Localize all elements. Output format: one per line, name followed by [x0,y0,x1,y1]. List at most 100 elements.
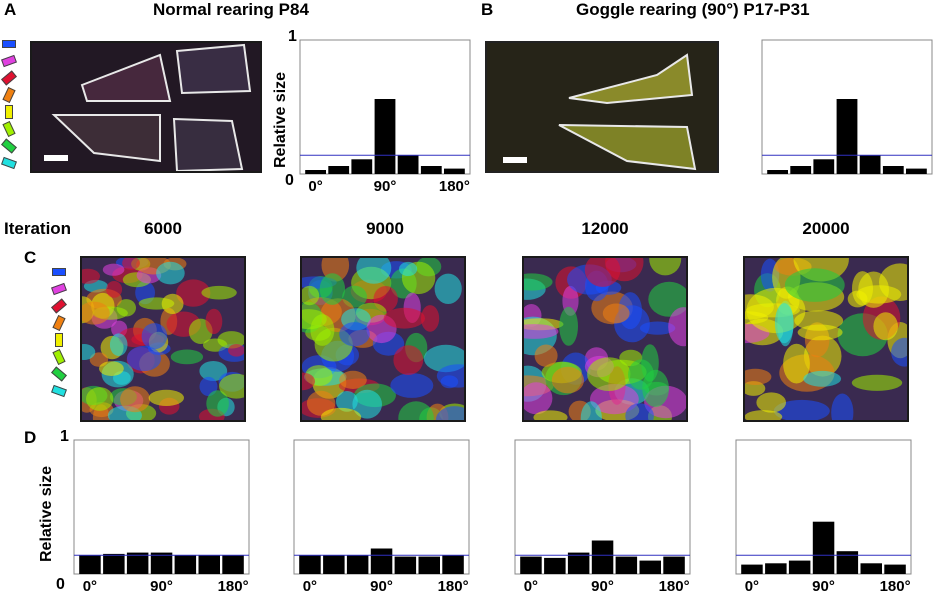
x-tick-label: 0° [745,578,759,595]
y-tick-bottom-a: 0 [285,172,294,189]
title-normal-rearing: Normal rearing P84 [153,0,309,19]
iteration-value-9000: 9000 [366,219,404,238]
bar-3 [836,99,858,174]
orientation-swatch-3 [52,314,66,332]
goggle-map-outlines [487,43,717,171]
orientation-map-goggle [485,41,719,173]
scale-bar [503,157,527,163]
iteration-value-6000: 6000 [144,219,182,238]
x-tick-label: 0° [308,178,322,195]
bar-6 [663,556,685,574]
bar-5 [639,560,661,574]
bar-5 [418,556,440,574]
bar-3 [150,552,173,574]
bar-2 [567,552,590,574]
simulated-map-9000 [300,256,466,422]
x-tick-label: 90° [812,578,835,595]
orientation-swatch-0 [52,268,66,276]
iteration-value-20000: 20000 [802,219,850,238]
simulated-map-12000 [522,256,688,422]
x-tick-label: 180° [880,578,911,595]
orientation-swatch-1 [1,54,17,68]
orientation-swatch-4 [5,105,13,119]
y-axis-label-d: Relative size [38,465,55,562]
bar-6 [222,555,244,574]
x-tick-label: 180° [218,578,249,595]
y-tick-bottom-d: 0 [56,576,65,593]
bar-5 [882,166,904,174]
bar-4 [836,551,859,574]
x-tick-label: 0° [524,578,538,595]
bar-6 [444,168,465,174]
bar-1 [544,557,566,574]
bar-4 [397,155,419,174]
bar-3 [374,99,396,174]
panel-label-b: B [481,0,494,19]
orientation-swatch-6 [1,138,17,154]
bar-0 [79,555,101,574]
bar-2 [351,159,373,174]
bar-2 [126,552,149,574]
bar-6 [442,555,464,574]
orientation-swatch-2 [1,70,17,86]
x-tick-label: 0° [303,578,317,595]
bar-0 [299,555,321,574]
title-goggle-rearing: Goggle rearing (90°) P17-P31 [576,0,810,19]
x-tick-label: 180° [439,178,470,195]
y-axis-label-a: Relative size [272,71,289,168]
bar-0 [305,170,326,174]
histogram-12000: 0° 90° 180° [514,439,691,595]
y-tick-top-a: 1 [288,28,297,45]
bar-3 [812,521,835,574]
x-tick-label: 0° [83,578,97,595]
bar-0 [767,170,788,174]
simulated-map-20000 [743,256,909,422]
iteration-value-12000: 12000 [581,219,629,238]
bar-1 [328,166,350,174]
bar-0 [520,556,542,574]
bar-1 [103,553,125,574]
orientation-swatch-4 [55,333,63,347]
bar-2 [788,560,811,574]
bar-3 [370,548,393,574]
bar-1 [790,166,812,174]
orientation-swatch-2 [51,298,67,314]
histogram-goggle [761,39,933,175]
bar-1 [323,555,345,574]
bar-2 [346,555,369,574]
orientation-legend-c [50,266,70,411]
histogram-normal: 0° 90° 180° [299,39,471,195]
bar-5 [860,563,882,574]
orientation-swatch-5 [2,120,16,138]
x-tick-label: 180° [438,578,469,595]
bar-0 [741,564,763,574]
orientation-swatch-6 [51,366,67,382]
bar-5 [420,166,442,174]
histogram-9000: 0° 90° 180° [293,439,470,595]
bar-1 [765,563,787,574]
x-tick-label: 90° [150,578,173,595]
orientation-swatch-5 [52,348,66,366]
simulated-map-6000 [80,256,246,422]
x-tick-label: 180° [659,578,690,595]
orientation-swatch-7 [1,156,17,170]
histogram-20000: 0° 90° 180° [735,439,912,595]
bar-4 [394,556,417,574]
bar-3 [591,540,614,574]
x-tick-label: 90° [370,578,393,595]
x-tick-label: 90° [374,178,397,195]
orientation-swatch-3 [2,86,16,104]
bar-4 [859,155,881,174]
histogram-6000: 0° 90° 180° [73,439,250,595]
bar-4 [615,556,638,574]
bar-4 [174,555,197,574]
panel-label-d: D [24,428,37,447]
orientation-swatch-1 [51,282,67,296]
bar-2 [813,159,835,174]
orientation-legend-a [0,38,20,183]
bar-6 [906,168,927,174]
orientation-map-normal [30,41,262,173]
orientation-swatch-0 [2,40,16,48]
normal-map-outlines [32,43,260,171]
bar-6 [884,564,906,574]
